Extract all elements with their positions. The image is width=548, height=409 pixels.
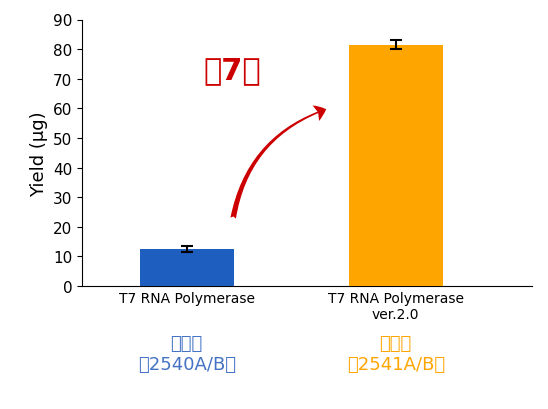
Text: （2540A/B）: （2540A/B） (138, 355, 236, 373)
Bar (349, 45, 443, 286)
Text: （2541A/B）: （2541A/B） (347, 355, 445, 373)
Y-axis label: Yield (μg): Yield (μg) (30, 111, 48, 196)
Text: 本制品: 本制品 (380, 334, 412, 352)
Text: 旧产品: 旧产品 (170, 334, 203, 352)
Bar (140, 249, 234, 286)
Text: 剠7倍: 剠7倍 (204, 56, 261, 85)
